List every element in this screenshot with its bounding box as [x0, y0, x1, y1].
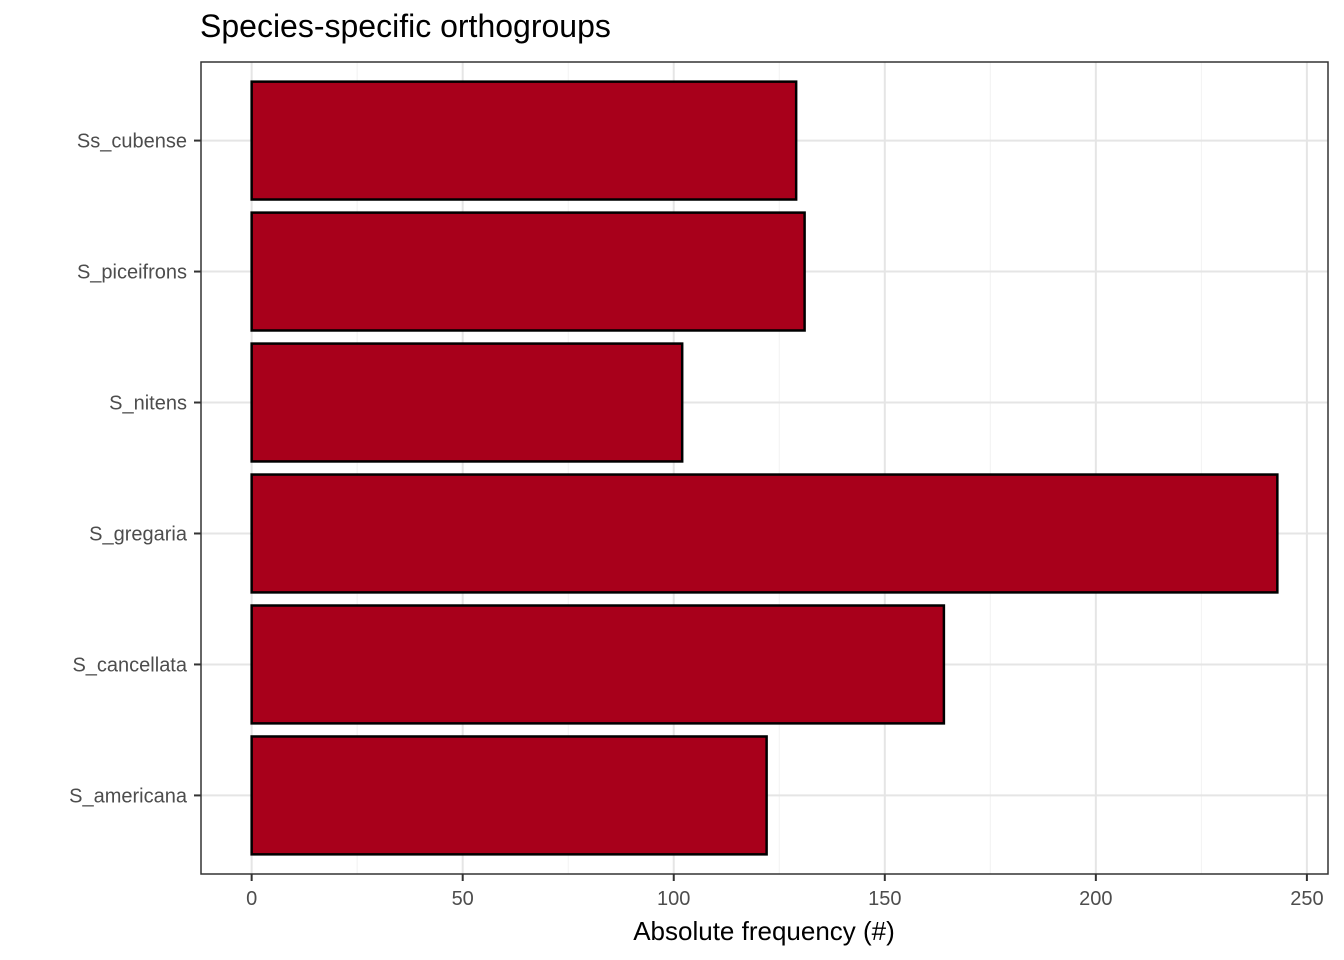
y-tick-label: Ss_cubense — [77, 131, 187, 153]
bar-Ss_cubense — [250, 80, 798, 201]
x-axis: 0 50 100 150 200 250 — [246, 874, 1324, 910]
chart-title: Species-specific orthogroups — [200, 8, 611, 44]
bar-S_gregaria — [250, 473, 1279, 594]
bar-S_americana — [250, 735, 768, 856]
bar-S_nitens — [250, 342, 684, 463]
y-tick-label: S_cancellata — [72, 654, 187, 676]
x-tick-label: 200 — [1079, 888, 1112, 910]
y-tick-label: S_nitens — [109, 393, 187, 415]
y-tick-label: S_gregaria — [89, 523, 188, 545]
x-tick-label: 50 — [452, 888, 474, 910]
x-tick-label: 150 — [868, 888, 901, 910]
x-axis-title: Absolute frequency (#) — [633, 916, 895, 946]
x-tick-label: 0 — [246, 888, 257, 910]
y-axis: Ss_cubense S_piceifrons S_nitens S_gregaria… — [69, 131, 201, 807]
y-tick-label: S_americana — [69, 785, 188, 807]
x-tick-label: 100 — [657, 888, 690, 910]
bar-S_cancellata — [250, 604, 946, 725]
bar-S_piceifrons — [250, 211, 806, 332]
bars — [250, 80, 1279, 856]
panel-border — [200, 61, 1329, 875]
x-tick-label: 250 — [1290, 888, 1323, 910]
y-tick-label: S_piceifrons — [77, 262, 187, 284]
